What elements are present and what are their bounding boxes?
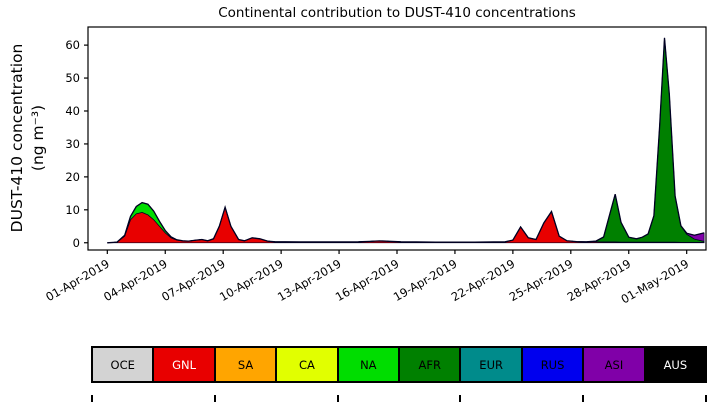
ruler-tick: [459, 395, 462, 402]
bottom-ruler: [0, 395, 721, 402]
x-tick-label: 19-Apr-2019: [391, 256, 460, 304]
y-tick-label: 50: [65, 71, 80, 85]
x-tick-label: 07-Apr-2019: [159, 256, 228, 304]
legend-item-RUS: RUS: [522, 348, 585, 381]
legend-label: SA: [237, 357, 254, 372]
legend-label: AFR: [418, 357, 441, 372]
legend-item-OCE: OCE: [93, 348, 155, 381]
legend-label: NA: [360, 357, 377, 372]
x-tick-label: 04-Apr-2019: [101, 256, 170, 304]
legend-label: GNL: [172, 357, 197, 372]
legend-item-NA: NA: [338, 348, 401, 381]
ruler-tick: [336, 395, 339, 402]
legend-label: OCE: [110, 357, 135, 372]
x-tick-label: 16-Apr-2019: [333, 256, 402, 304]
legend-item-SA: SA: [215, 348, 278, 381]
ruler-tick: [705, 395, 707, 402]
x-tick-label: 10-Apr-2019: [217, 256, 286, 304]
y-tick-label: 20: [65, 170, 80, 184]
legend-label: RUS: [540, 357, 565, 372]
y-tick-label: 10: [65, 203, 80, 217]
legend-item-ASI: ASI: [584, 348, 646, 381]
legend-label: CA: [298, 357, 315, 372]
x-tick-label: 25-Apr-2019: [507, 256, 576, 304]
chart-svg: 0 10 20 30 40 50 60 01-Apr-201904-Apr-201907-Ap…: [43, 26, 707, 306]
legend-item-AFR: AFR: [400, 348, 462, 381]
ruler-tick: [91, 395, 93, 402]
x-tick-label: 22-Apr-2019: [449, 256, 518, 304]
y-tick-label: 40: [65, 104, 80, 118]
ruler-tick: [582, 395, 585, 402]
chart-title: Continental contribution to DUST-410 con…: [218, 5, 576, 21]
legend-item-AUS: AUS: [645, 348, 706, 381]
y-tick-label: 60: [65, 38, 80, 52]
ruler-tick: [213, 395, 216, 402]
x-tick-label: 13-Apr-2019: [275, 256, 344, 304]
legend-item-CA: CA: [277, 348, 339, 381]
y-tick-label: 30: [65, 137, 80, 151]
legend-label: EUR: [479, 357, 503, 372]
y-tick-label: 0: [73, 236, 80, 250]
total-outline: [107, 37, 705, 244]
legend-label: ASI: [604, 357, 624, 372]
x-tick-label: 01-Apr-2019: [43, 256, 112, 304]
plot-background: [88, 27, 706, 250]
legend-item-GNL: GNL: [154, 348, 216, 381]
legend-label: AUS: [663, 357, 688, 372]
legend: OCE GNL SA CA NA AFR EUR RUS ASI AUS: [91, 346, 707, 383]
legend-item-EUR: EUR: [461, 348, 523, 381]
